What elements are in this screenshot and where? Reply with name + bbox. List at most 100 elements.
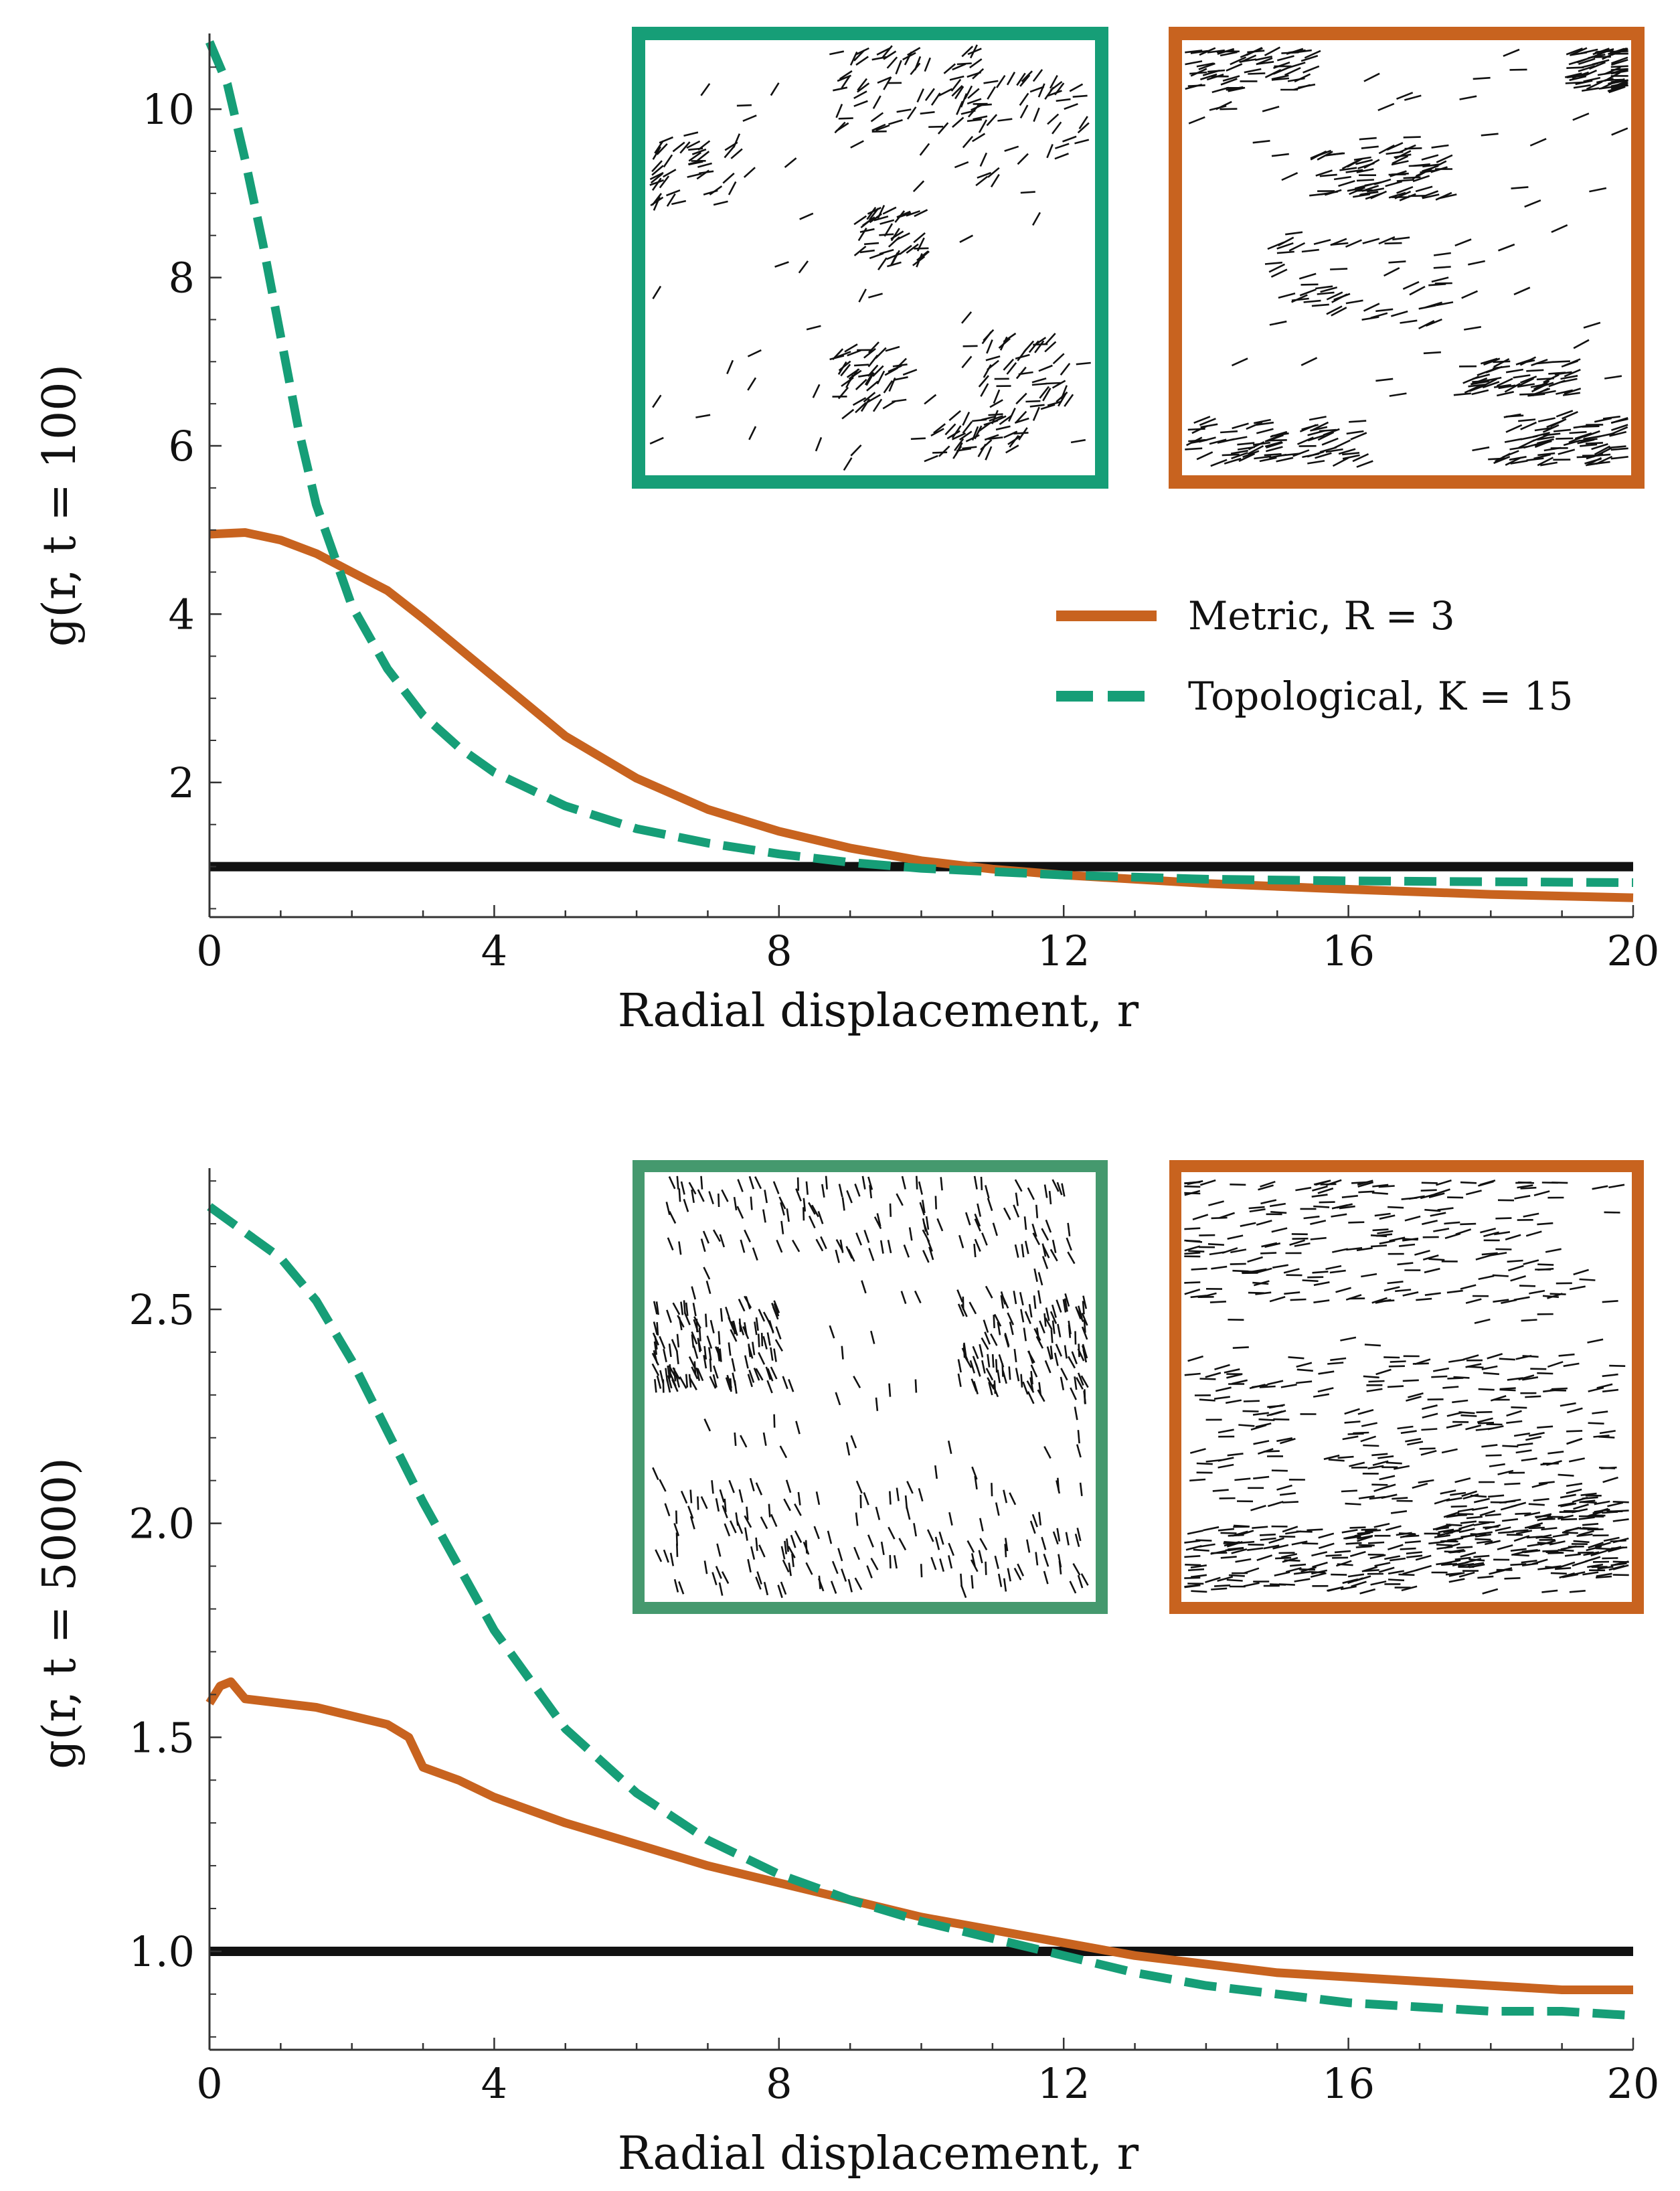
particle-mark: [1217, 1576, 1234, 1583]
particle-mark: [1537, 1372, 1553, 1375]
particle-mark: [1421, 190, 1439, 198]
particle-mark: [1344, 1408, 1360, 1415]
particle-mark: [1003, 1207, 1011, 1220]
x-tick-label: 8: [766, 926, 792, 975]
particle-mark: [1549, 1389, 1567, 1392]
particle-mark: [1256, 428, 1274, 434]
particle-mark: [1592, 59, 1610, 66]
particle-mark: [1551, 224, 1568, 233]
particle-mark: [782, 1376, 788, 1390]
particle-mark: [1187, 1530, 1203, 1535]
particle-mark: [835, 103, 843, 118]
particle-mark: [1211, 1587, 1228, 1591]
particle-mark: [1278, 292, 1296, 299]
particle-mark: [705, 1281, 711, 1295]
particle-mark: [1485, 1513, 1501, 1517]
particle-mark: [1076, 1376, 1084, 1390]
particle-mark: [857, 82, 870, 93]
particle-mark: [1225, 1547, 1242, 1552]
particle-mark: [1307, 1276, 1324, 1279]
particle-mark: [762, 1209, 766, 1223]
particle-mark: [1517, 1181, 1534, 1184]
particle-mark: [1315, 452, 1332, 459]
particle-mark: [1565, 1526, 1582, 1532]
particle-mark: [977, 171, 992, 179]
particle-mark: [1189, 1478, 1206, 1482]
particle-mark: [738, 1322, 745, 1335]
particle-mark: [1517, 378, 1535, 387]
particle-mark: [1461, 1490, 1477, 1497]
particle-mark: [672, 1367, 681, 1380]
particle-mark: [1045, 1219, 1052, 1233]
particle-mark: [1248, 72, 1266, 75]
particle-mark: [1512, 1529, 1529, 1533]
particle-mark: [653, 1301, 658, 1315]
particle-mark: [1219, 1212, 1236, 1219]
particle-mark: [884, 367, 899, 376]
particle-mark: [728, 181, 737, 195]
particle-mark: [855, 56, 869, 66]
particle-mark: [1282, 1526, 1298, 1533]
particle-mark: [765, 1366, 772, 1380]
particle-mark: [1482, 381, 1500, 389]
particle-mark: [691, 148, 707, 155]
particle-mark: [1513, 287, 1531, 296]
particle-mark: [795, 1421, 801, 1435]
particle-mark: [752, 1342, 756, 1356]
particle-mark: [1524, 1512, 1541, 1517]
particle-mark: [1537, 452, 1556, 457]
particle-mark: [1562, 1532, 1578, 1534]
particle-mark: [1396, 92, 1414, 100]
particle-mark: [1030, 1370, 1033, 1385]
particle-mark: [977, 1203, 982, 1217]
particle-mark: [871, 130, 887, 133]
particle-mark: [1038, 364, 1053, 372]
particle-mark: [853, 1546, 861, 1560]
particle-mark: [985, 1185, 990, 1199]
particle-mark: [1184, 1185, 1201, 1188]
particle-mark: [981, 1337, 989, 1350]
particle-mark: [675, 1510, 678, 1524]
particle-mark: [691, 1189, 695, 1204]
top-insets: [632, 27, 1645, 489]
particle-mark: [1358, 1495, 1375, 1499]
particle-mark: [837, 1548, 843, 1562]
particle-mark: [1185, 83, 1203, 90]
particle-mark: [713, 200, 728, 206]
particle-mark: [1232, 1346, 1249, 1349]
particle-mark: [656, 143, 668, 155]
particle-mark: [1521, 1319, 1537, 1322]
particle-mark: [1441, 1448, 1458, 1454]
particle-mark: [1431, 276, 1449, 283]
particle-mark: [1555, 1567, 1572, 1570]
particle-mark: [1430, 1212, 1446, 1217]
particle-mark: [1470, 1494, 1487, 1498]
particle-mark: [896, 108, 912, 113]
particle-mark: [790, 1534, 796, 1548]
particle-mark: [747, 349, 762, 357]
particle-mark: [687, 159, 703, 165]
particle-mark: [875, 1397, 879, 1411]
particle-mark: [1214, 1584, 1231, 1587]
particle-mark: [987, 167, 1000, 178]
particle-mark: [753, 1368, 760, 1381]
particle-mark: [695, 414, 711, 418]
particle-mark: [978, 119, 988, 133]
particle-mark: [1595, 1547, 1612, 1550]
particle-mark: [951, 425, 962, 438]
particle-mark: [719, 1234, 726, 1248]
particle-mark: [1415, 185, 1433, 193]
particle-mark: [1400, 1547, 1416, 1550]
particle-mark: [924, 455, 938, 463]
particle-mark: [1363, 1444, 1379, 1447]
particle-mark: [1056, 1528, 1061, 1542]
particle-mark: [1610, 68, 1628, 71]
particle-mark: [846, 368, 860, 378]
particle-mark: [1004, 1544, 1007, 1558]
particle-mark: [1043, 1553, 1049, 1567]
particle-mark: [1459, 95, 1477, 100]
particle-mark: [1602, 1300, 1618, 1303]
particle-mark: [993, 389, 1001, 404]
particle-mark: [750, 1196, 753, 1210]
particle-mark: [1598, 85, 1616, 90]
